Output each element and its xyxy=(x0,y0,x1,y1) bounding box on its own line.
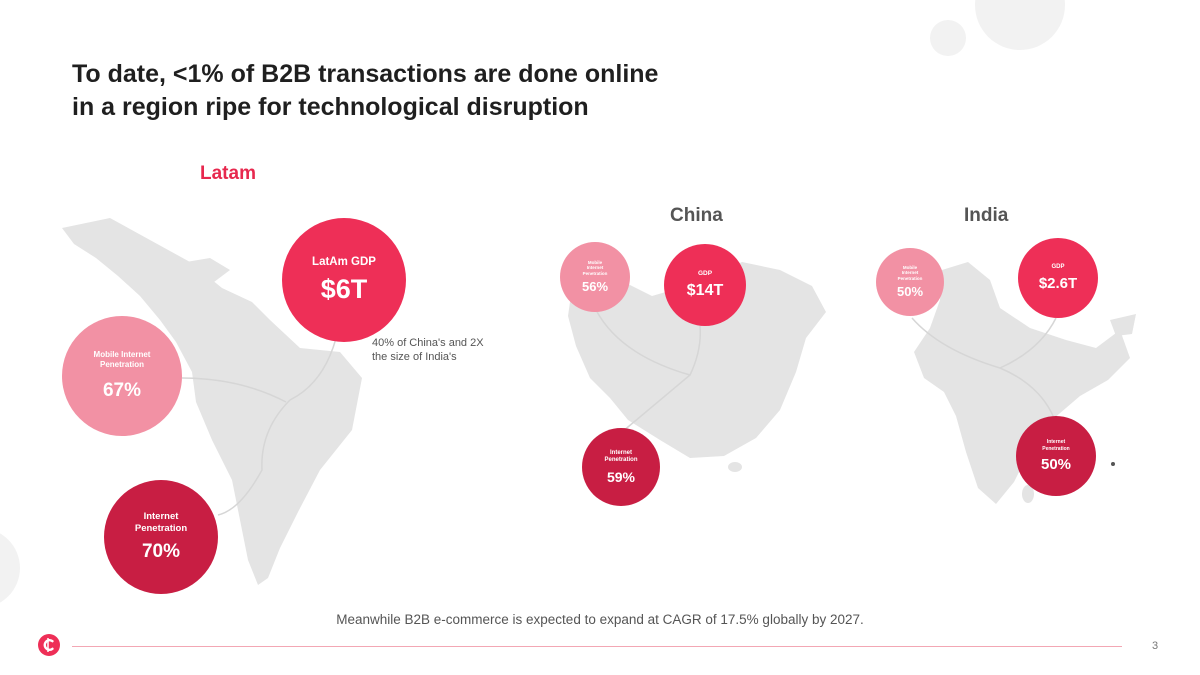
latam-gdp-note: 40% of China's and 2X the size of India'… xyxy=(372,336,522,364)
china-gdp-label: GDP xyxy=(697,270,713,278)
company-logo-icon xyxy=(38,634,60,656)
india-internet-label-line-2: Penetration xyxy=(1042,445,1070,452)
latam-gdp-value: $6T xyxy=(320,273,368,304)
china-internet-label-line-1: Internet xyxy=(609,449,632,456)
china-mobile-label-line-2: Internet xyxy=(586,265,604,271)
title-line-1: To date, <1% of B2B transactions are don… xyxy=(72,60,659,88)
latam-mobile-penetration-bubble: Mobile Internet Penetration 67% xyxy=(62,316,182,436)
india-mobile-label-line-1: Mobile xyxy=(902,264,918,270)
footer-divider xyxy=(72,646,1122,647)
footer-note: Meanwhile B2B e-commerce is expected to … xyxy=(336,612,864,627)
india-mobile-value: 50% xyxy=(896,284,924,300)
india-internet-value: 50% xyxy=(1040,455,1072,473)
china-gdp-bubble: GDP $14T xyxy=(664,244,746,326)
latam-mobile-value: 67% xyxy=(102,380,142,401)
latam-internet-penetration-bubble: Internet Penetration 70% xyxy=(104,480,218,594)
india-region-label: India xyxy=(964,205,1009,226)
latam-mobile-label-line-1: Mobile Internet xyxy=(93,350,151,359)
bullet-dot xyxy=(1111,462,1115,466)
china-mobile-label-line-3: Penetration xyxy=(582,270,608,276)
latam-internet-value: 70% xyxy=(141,540,181,562)
china-internet-label-line-2: Penetration xyxy=(604,457,638,463)
india-mobile-label-line-2: Internet xyxy=(901,270,919,276)
page-number: 3 xyxy=(1152,640,1159,652)
latam-region-label: Latam xyxy=(200,163,256,184)
china-gdp-value: $14T xyxy=(686,281,724,299)
slide-title: To date, <1% of B2B transactions are don… xyxy=(72,58,832,124)
latam-internet-label-line-1: Internet xyxy=(143,511,179,523)
china-internet-value: 59% xyxy=(606,468,636,485)
china-internet-penetration-bubble: Internet Penetration 59% xyxy=(582,428,660,506)
latam-gdp-bubble: LatAm GDP $6T xyxy=(282,218,406,342)
latam-internet-label-line-2: Penetration xyxy=(134,523,188,534)
india-gdp-value: $2.6T xyxy=(1038,274,1078,292)
title-line-2: in a region ripe for technological disru… xyxy=(72,93,589,121)
latam-gdp-note-line-2: the size of India's xyxy=(372,351,457,363)
india-internet-label-line-1: Internet xyxy=(1046,439,1066,446)
decorative-circle xyxy=(930,20,966,56)
india-mobile-label-line-3: Penetration xyxy=(897,275,923,281)
india-internet-penetration-bubble: Internet Penetration 50% xyxy=(1016,416,1096,496)
india-mobile-penetration-bubble: Mobile Internet Penetration 50% xyxy=(876,248,944,316)
latam-gdp-note-line-1: 40% of China's and 2X xyxy=(372,337,484,349)
china-region-label: China xyxy=(670,205,723,226)
china-mobile-penetration-bubble: Mobile Internet Penetration 56% xyxy=(560,242,630,312)
india-gdp-label: GDP xyxy=(1051,264,1065,271)
china-mobile-value: 56% xyxy=(581,279,609,295)
india-gdp-bubble: GDP $2.6T xyxy=(1018,238,1098,318)
latam-gdp-label: LatAm GDP xyxy=(312,256,376,269)
latam-mobile-label-line-2: Penetration xyxy=(99,360,144,369)
china-mobile-label-line-1: Mobile xyxy=(587,259,603,265)
